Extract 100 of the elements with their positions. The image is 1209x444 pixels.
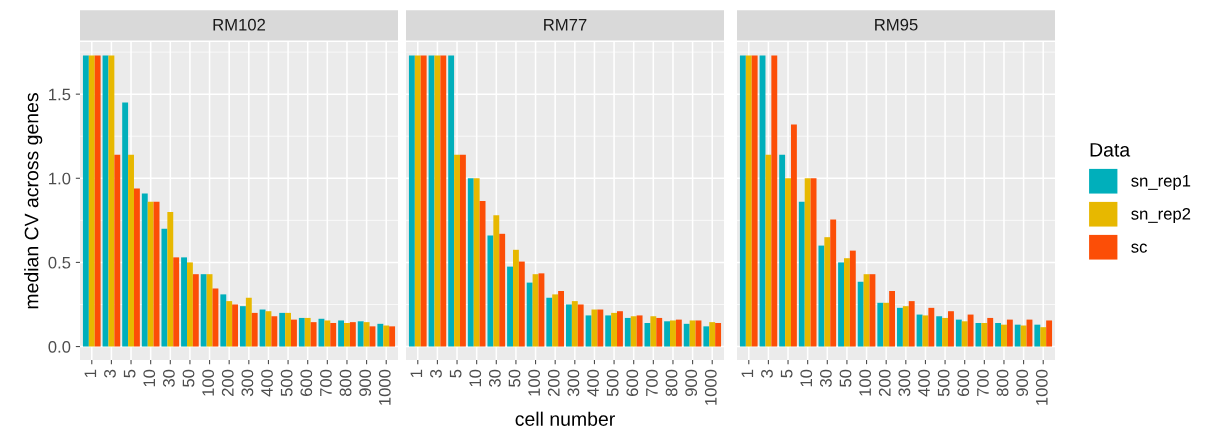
x-tick-label: 200 [221,369,234,396]
bar [467,178,474,347]
bar [995,322,1002,347]
bar [420,55,427,347]
bar [298,317,305,347]
y-tick-label: 1.0 [49,172,71,185]
bar [304,317,311,347]
bar [357,321,364,347]
bar [771,55,778,347]
x-tick-label: 50 [839,369,852,387]
bar [153,201,160,347]
bar [942,317,949,347]
bar [226,301,233,347]
bar [147,201,154,347]
bar [883,302,890,347]
x-tick-label: 900 [1016,369,1029,397]
x-tick-label: 5 [780,369,793,378]
chart-title: RM95 [875,18,918,31]
bar [414,55,421,347]
x-tick-label: 100 [202,369,215,396]
bar [161,228,168,347]
bar [745,55,752,347]
bar [493,215,500,347]
bar [128,154,134,347]
bar [499,233,506,347]
x-tick-label: 50 [508,369,521,387]
bar [1020,325,1027,347]
bar [1006,319,1013,347]
x-tick-label: 200 [547,369,560,396]
bar [624,317,631,347]
bar [344,322,350,347]
bar [670,320,676,347]
x-tick-label: 600 [957,369,970,396]
bar [167,211,174,347]
chart-title: RM102 [213,18,266,31]
bar [928,307,935,347]
bar [324,320,331,347]
chart-title: RM77 [544,18,587,31]
bar [739,55,746,347]
bar [310,322,317,347]
x-tick-label: 700 [320,369,332,396]
bar [955,319,962,347]
bar [650,316,657,347]
bar [630,316,637,347]
bar [251,312,258,347]
bar [896,307,903,347]
bar [473,178,480,347]
bar [585,315,592,347]
bar [558,291,565,347]
bar [1034,324,1041,347]
bar [271,316,278,347]
bar [675,319,682,347]
bar [512,249,519,347]
y-tick-label: 0.5 [48,256,71,269]
x-tick-label: 10 [800,369,813,387]
bar [785,178,791,347]
bar [703,326,710,347]
bar [824,237,831,347]
x-tick-label: 3 [104,369,116,378]
x-tick-label: 1000 [378,369,391,405]
bar [636,315,643,347]
x-tick-label: 800 [339,369,352,397]
bar [507,266,513,347]
bar [916,314,923,347]
bar [279,312,286,347]
y-tick-label: 1.5 [49,88,71,101]
bar [830,219,837,347]
bar [434,55,441,347]
bar [790,124,797,347]
bar [577,304,584,347]
x-tick-label: 5 [449,369,462,378]
legend-title: Data [1090,143,1131,157]
x-tick-label: 700 [646,369,658,396]
legend-label: sc [1131,243,1147,253]
bar [232,304,239,347]
bar [94,55,101,347]
x-tick-label: 1000 [704,369,717,405]
bar [843,258,850,347]
bar [689,320,696,347]
bar [206,274,213,347]
x-tick-label: 10 [469,369,482,387]
x-tick-label: 5 [123,369,136,378]
bar [967,314,974,347]
bar [656,317,663,347]
bar [1014,324,1021,347]
bar [408,55,415,347]
bar [291,319,297,347]
x-tick-label: 3 [761,369,773,378]
bar [709,322,716,347]
x-tick-label: 30 [488,369,501,387]
bar [363,322,370,347]
x-tick-label: 500 [937,369,950,397]
x-tick-label: 50 [182,369,195,387]
bar [459,154,466,347]
bar [961,321,968,347]
x-tick-label: 300 [898,369,911,397]
x-tick-label: 300 [241,369,254,397]
bar [186,262,193,347]
bar [377,323,384,347]
bar [857,281,864,347]
